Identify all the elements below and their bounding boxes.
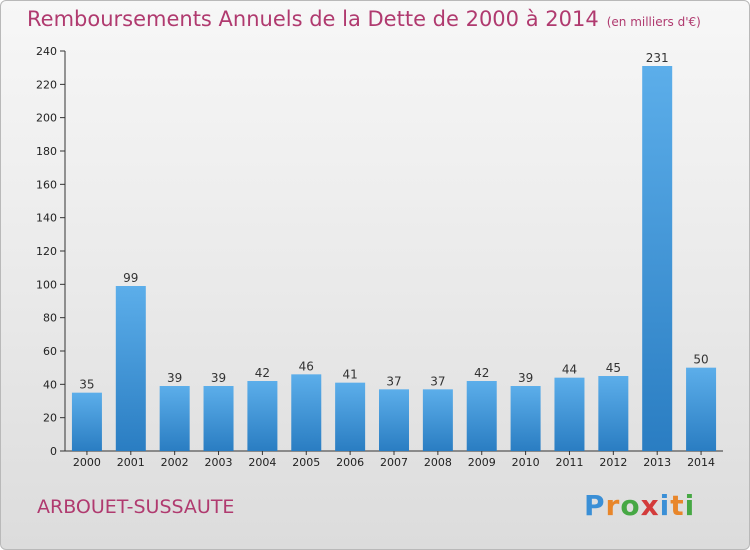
bar xyxy=(466,381,497,451)
bar xyxy=(71,392,102,451)
x-tick-label: 2000 xyxy=(73,456,101,469)
y-tick-label: 100 xyxy=(36,278,57,291)
logo-letter: r xyxy=(605,489,621,522)
bar-value-label: 42 xyxy=(255,366,270,380)
y-tick-label: 40 xyxy=(43,378,57,391)
y-tick-label: 240 xyxy=(36,45,57,58)
y-tick-label: 20 xyxy=(43,412,57,425)
commune-name: ARBOUET-SUSSAUTE xyxy=(37,496,235,518)
chart-title-unit: (en milliers d'€) xyxy=(606,15,701,29)
x-tick-label: 2012 xyxy=(599,456,627,469)
bar-value-label: 37 xyxy=(386,374,401,388)
bar-value-label: 45 xyxy=(606,361,621,375)
logo-letter: P xyxy=(584,489,606,522)
x-tick-label: 2002 xyxy=(161,456,189,469)
x-tick-label: 2013 xyxy=(643,456,671,469)
y-tick-label: 80 xyxy=(43,312,57,325)
bar xyxy=(379,389,409,451)
bar xyxy=(422,389,453,451)
bar xyxy=(554,377,585,451)
bar-value-label: 46 xyxy=(299,359,314,373)
proxiti-logo: Proxiti xyxy=(584,489,695,522)
y-tick-label: 60 xyxy=(43,345,57,358)
x-tick-label: 2003 xyxy=(205,456,233,469)
x-tick-label: 2005 xyxy=(292,456,320,469)
logo-letter: i xyxy=(684,489,696,522)
y-tick-label: 160 xyxy=(36,178,57,191)
bar-value-label: 231 xyxy=(646,51,669,65)
y-tick-label: 140 xyxy=(36,212,57,225)
bar-value-label: 41 xyxy=(342,368,357,382)
x-tick-label: 2001 xyxy=(117,456,145,469)
bar xyxy=(335,382,366,451)
bar xyxy=(642,66,673,451)
x-tick-label: 2007 xyxy=(380,456,408,469)
bar xyxy=(598,376,629,451)
x-tick-label: 2009 xyxy=(468,456,496,469)
bar xyxy=(510,386,541,451)
chart-title-main: Remboursements Annuels de la Dette de 20… xyxy=(27,7,599,31)
bar xyxy=(247,381,278,451)
bar-value-label: 39 xyxy=(167,371,182,385)
bar-value-label: 50 xyxy=(693,353,708,367)
bar-value-label: 44 xyxy=(562,363,577,377)
bar-value-label: 37 xyxy=(430,374,445,388)
x-tick-label: 2004 xyxy=(248,456,276,469)
bar xyxy=(686,367,717,451)
bar xyxy=(115,286,146,451)
logo-letter: t xyxy=(670,489,685,522)
bar xyxy=(291,374,322,451)
x-tick-label: 2014 xyxy=(687,456,715,469)
x-tick-label: 2006 xyxy=(336,456,364,469)
x-tick-label: 2011 xyxy=(555,456,583,469)
bar-value-label: 39 xyxy=(518,371,533,385)
chart-title: Remboursements Annuels de la Dette de 20… xyxy=(27,7,701,31)
x-tick-label: 2010 xyxy=(512,456,540,469)
bar-value-label: 42 xyxy=(474,366,489,380)
y-tick-label: 200 xyxy=(36,112,57,125)
bar xyxy=(203,386,234,451)
y-tick-label: 0 xyxy=(50,445,57,458)
y-tick-label: 180 xyxy=(36,145,57,158)
logo-letter: o xyxy=(620,489,641,522)
bar-value-label: 99 xyxy=(123,271,138,285)
logo-letter: i xyxy=(659,489,671,522)
bar-value-label: 35 xyxy=(79,378,94,392)
y-tick-label: 120 xyxy=(36,245,57,258)
bar xyxy=(159,386,190,451)
y-tick-label: 220 xyxy=(36,78,57,91)
logo-letter: x xyxy=(640,489,660,522)
x-tick-label: 2008 xyxy=(424,456,452,469)
bar-value-label: 39 xyxy=(211,371,226,385)
